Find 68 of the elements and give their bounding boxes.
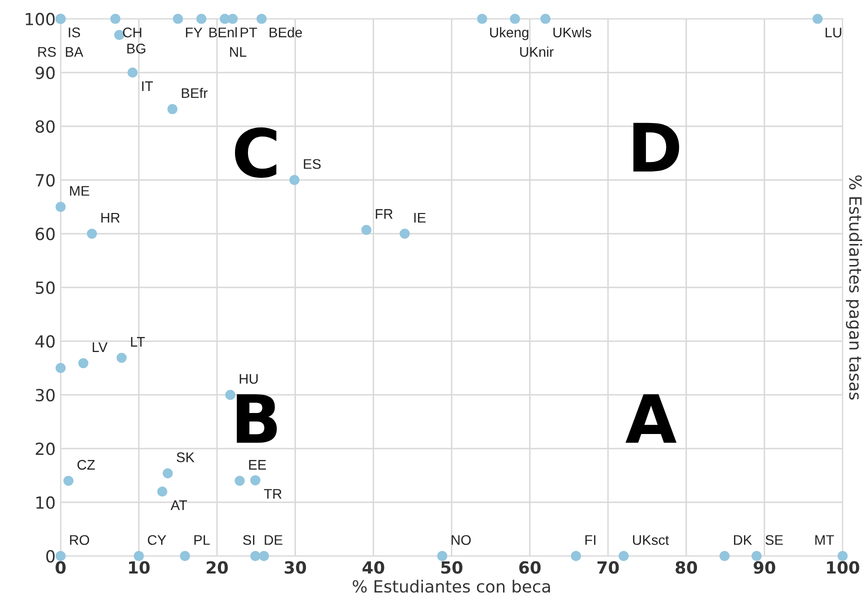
annotation: DK bbox=[734, 535, 752, 545]
annotation: IT bbox=[142, 81, 153, 91]
annotation: LT bbox=[131, 337, 145, 347]
x-tick-label: 20 bbox=[206, 561, 228, 574]
annotation: IE bbox=[414, 212, 426, 222]
annotation: FI bbox=[585, 535, 596, 545]
annotation: CH bbox=[123, 28, 142, 38]
x-tick-label: 10 bbox=[129, 561, 150, 574]
annotation: RO bbox=[70, 535, 90, 545]
y-tick-label: 30 bbox=[36, 388, 55, 402]
y-tick-label: 80 bbox=[36, 120, 55, 133]
annotation: LV bbox=[92, 342, 108, 352]
y-tick-label: 100 bbox=[26, 12, 55, 26]
annotation: BG bbox=[127, 44, 146, 54]
annotation: SE bbox=[766, 535, 783, 545]
annotation: BEnl bbox=[209, 27, 237, 38]
y-tick-label: 50 bbox=[36, 281, 55, 294]
annotation: UKsct bbox=[633, 535, 669, 545]
x-tick-label: 40 bbox=[362, 561, 384, 574]
annotation: SK bbox=[176, 452, 194, 462]
annotation: NL bbox=[230, 47, 246, 57]
y-tick-label: 70 bbox=[36, 174, 55, 187]
y-axis-title: % Estudiantes pagan tasas bbox=[846, 175, 862, 400]
y-tick-label: 0 bbox=[46, 550, 55, 563]
annotation: SI bbox=[243, 535, 254, 545]
annotation: Ukeng bbox=[490, 27, 528, 40]
annotation: MT bbox=[815, 535, 834, 545]
annotation: BEde bbox=[270, 27, 302, 38]
annotation: HR bbox=[101, 212, 120, 222]
x-tick-label: 60 bbox=[519, 561, 541, 574]
x-tick-label: 0 bbox=[56, 561, 66, 574]
annotation: BEfr bbox=[182, 88, 208, 98]
x-tick-label: 80 bbox=[676, 561, 698, 574]
annotation: NO bbox=[452, 535, 471, 545]
annotation: CZ bbox=[77, 460, 95, 470]
annotation: FY bbox=[186, 28, 202, 38]
x-tick-label: 70 bbox=[598, 561, 619, 574]
annotation: C bbox=[234, 127, 276, 178]
x-tick-label: 50 bbox=[441, 561, 462, 574]
annotation: ES bbox=[304, 159, 321, 169]
annotation: IS bbox=[68, 28, 80, 38]
annotation: PL bbox=[194, 535, 210, 545]
y-tick-label: 60 bbox=[36, 228, 55, 240]
y-tick-label: 10 bbox=[36, 496, 55, 509]
annotation: AT bbox=[170, 500, 188, 510]
annotation: HU bbox=[240, 374, 258, 384]
annotation: BA bbox=[66, 47, 84, 57]
annotation: B bbox=[236, 394, 277, 443]
annotation: TR bbox=[264, 489, 282, 499]
y-tick-label: 90 bbox=[36, 66, 55, 80]
y-tick-label: 40 bbox=[35, 335, 55, 348]
annotation: DE bbox=[264, 535, 282, 545]
annotation: D bbox=[633, 122, 680, 172]
x-tick-label: 100 bbox=[827, 561, 860, 574]
annotation: UKwls bbox=[553, 27, 592, 38]
annotation: UKnir bbox=[520, 46, 554, 57]
annotation: A bbox=[626, 394, 676, 443]
annotation: PT bbox=[240, 28, 258, 38]
annotation: EE bbox=[249, 460, 266, 470]
annotation: ME bbox=[70, 186, 90, 196]
x-tick-label: 90 bbox=[754, 561, 776, 574]
x-axis-title: % Estudiantes con beca bbox=[352, 580, 550, 593]
annotation: LU bbox=[826, 28, 842, 38]
y-tick-label: 20 bbox=[36, 442, 55, 456]
annotation: FR bbox=[376, 209, 393, 219]
annotation: CY bbox=[148, 535, 166, 545]
annotation: RS bbox=[38, 46, 56, 57]
x-tick-label: 30 bbox=[284, 561, 306, 574]
